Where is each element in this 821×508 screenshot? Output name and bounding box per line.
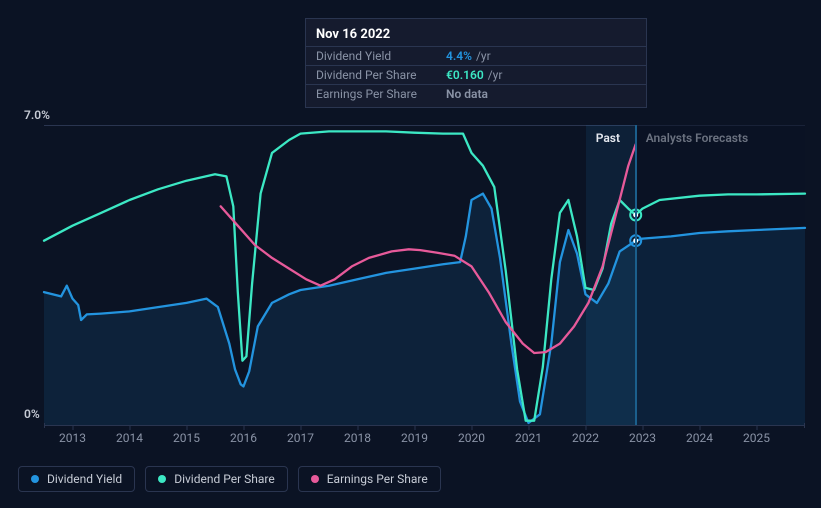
x-tick: 2021 [515, 431, 542, 445]
circle-icon [158, 475, 166, 483]
tooltip-label: Dividend Yield [316, 49, 446, 63]
y-max-label: 7.0% [24, 108, 50, 122]
x-tick: 2020 [458, 431, 485, 445]
tooltip-row: Dividend Per Share €0.160 /yr [306, 65, 646, 84]
tooltip-value: No data [446, 87, 488, 101]
legend-label: Dividend Yield [47, 472, 122, 486]
circle-icon [31, 475, 39, 483]
tooltip-label: Earnings Per Share [316, 87, 446, 101]
x-tick: 2016 [230, 431, 257, 445]
tooltip-value: 4.4% [446, 49, 472, 63]
tooltip-date: Nov 16 2022 [306, 23, 646, 46]
x-tick: 2018 [344, 431, 371, 445]
x-tick: 2019 [401, 431, 428, 445]
tooltip-value: €0.160 [446, 68, 484, 82]
legend-label: Dividend Per Share [174, 472, 275, 486]
x-tick: 2025 [743, 431, 770, 445]
cursor-line [635, 125, 637, 425]
tooltip-row: Earnings Per Share No data [306, 84, 646, 103]
tooltip-unit: /yr [476, 49, 491, 63]
legend-item-dividend-per-share[interactable]: Dividend Per Share [145, 466, 288, 492]
tooltip-row: Dividend Yield 4.4% /yr [306, 46, 646, 65]
x-axis-line [44, 425, 805, 426]
legend-item-earnings-per-share[interactable]: Earnings Per Share [298, 466, 441, 492]
x-tick: 2014 [116, 431, 143, 445]
chart-tooltip: Nov 16 2022 Dividend Yield 4.4% /yr Divi… [305, 18, 647, 108]
x-tick: 2024 [686, 431, 713, 445]
dividend-chart: Nov 16 2022 Dividend Yield 4.4% /yr Divi… [0, 0, 821, 508]
legend: Dividend Yield Dividend Per Share Earnin… [18, 466, 441, 492]
tooltip-label: Dividend Per Share [316, 68, 446, 82]
y-min-label: 0% [24, 407, 40, 421]
legend-item-dividend-yield[interactable]: Dividend Yield [18, 466, 135, 492]
tooltip-unit: /yr [488, 68, 503, 82]
x-tick: 2013 [59, 431, 86, 445]
x-tick: 2023 [629, 431, 656, 445]
circle-icon [311, 475, 319, 483]
x-tick: 2017 [287, 431, 314, 445]
x-tick: 2022 [572, 431, 599, 445]
series-svg [44, 125, 805, 425]
legend-label: Earnings Per Share [327, 472, 428, 486]
x-tick: 2015 [173, 431, 200, 445]
x-axis: 2013 2014 2015 2016 2017 2018 2019 2020 2021 2022… [44, 431, 805, 451]
plot-area[interactable]: Past Analysts Forecasts [44, 125, 805, 425]
